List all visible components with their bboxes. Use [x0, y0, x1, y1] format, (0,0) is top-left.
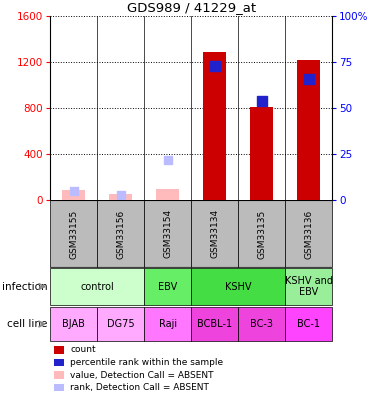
Text: GSM33136: GSM33136 [304, 209, 313, 258]
Text: GSM33134: GSM33134 [210, 209, 219, 258]
Bar [191, 307, 238, 341]
Text: BJAB: BJAB [62, 319, 85, 329]
Bar [144, 307, 191, 341]
Text: KSHV and
EBV: KSHV and EBV [285, 276, 332, 297]
Point [165, 157, 171, 163]
Point [118, 192, 124, 198]
Bar [109, 194, 132, 200]
Point [211, 63, 217, 69]
Bar [144, 268, 191, 305]
Point [70, 188, 76, 194]
Bar [97, 200, 144, 267]
Bar [144, 200, 191, 267]
Text: value, Detection Call = ABSENT: value, Detection Call = ABSENT [70, 371, 214, 379]
Bar [191, 200, 238, 267]
Bar [50, 268, 144, 305]
Text: BCBL-1: BCBL-1 [197, 319, 232, 329]
Text: rank, Detection Call = ABSENT: rank, Detection Call = ABSENT [70, 383, 209, 392]
Text: percentile rank within the sample: percentile rank within the sample [70, 358, 224, 367]
Text: GSM33135: GSM33135 [257, 209, 266, 258]
Bar [238, 200, 285, 267]
Text: EBV: EBV [158, 281, 177, 292]
Bar [285, 200, 332, 267]
Bar [238, 307, 285, 341]
Text: KSHV: KSHV [225, 281, 251, 292]
Bar [297, 60, 320, 200]
Bar [203, 52, 226, 200]
Bar [285, 268, 332, 305]
Bar [156, 189, 179, 200]
Text: count: count [70, 345, 96, 354]
Bar [250, 107, 273, 200]
Text: DG75: DG75 [107, 319, 134, 329]
Bar [50, 200, 97, 267]
Text: BC-3: BC-3 [250, 319, 273, 329]
Bar [62, 190, 85, 200]
Title: GDS989 / 41229_at: GDS989 / 41229_at [127, 1, 256, 14]
Text: infection: infection [2, 281, 48, 292]
Text: BC-1: BC-1 [297, 319, 320, 329]
Text: GSM33155: GSM33155 [69, 209, 78, 258]
Text: Raji: Raji [158, 319, 177, 329]
Text: GSM33154: GSM33154 [163, 209, 172, 258]
Point [259, 98, 265, 104]
Text: control: control [80, 281, 114, 292]
Point [306, 76, 312, 82]
Text: GSM33156: GSM33156 [116, 209, 125, 258]
Bar [62, 194, 85, 200]
Bar [191, 268, 285, 305]
Bar [285, 307, 332, 341]
Bar [50, 307, 97, 341]
Bar [97, 307, 144, 341]
Text: cell line: cell line [7, 319, 48, 329]
